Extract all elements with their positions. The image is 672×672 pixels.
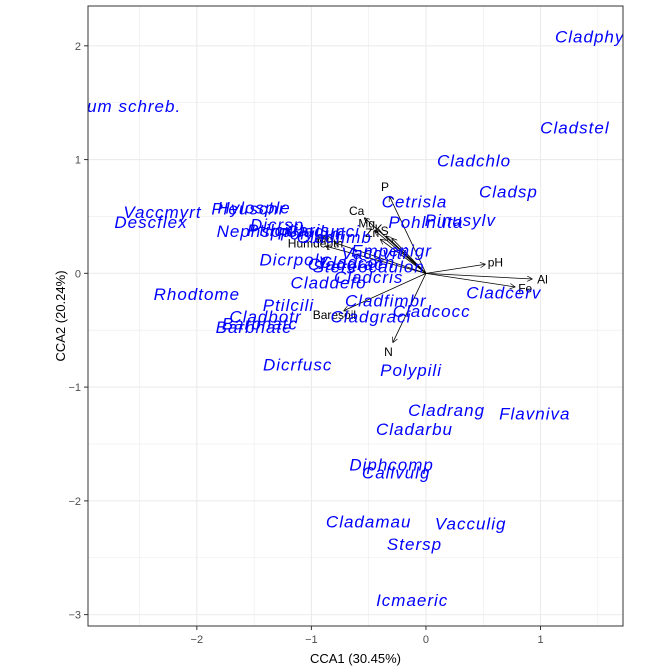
vector-label: K (375, 222, 383, 236)
vector-label: P (381, 180, 389, 194)
species-label: Diphcomp (349, 455, 434, 474)
vector-label: N (384, 345, 393, 359)
species-label: Claddefo (291, 273, 367, 292)
y-tick-label: −3 (68, 610, 81, 622)
species-label: Pleurozium schreb. (18, 97, 182, 116)
species-label: Dicrsp (250, 215, 304, 234)
species-label: Callvulg (362, 463, 430, 482)
species-label: Cladunci (286, 222, 360, 241)
vector-arrow-ph (425, 264, 486, 274)
species-label: Icmaeric (376, 591, 448, 610)
vector-arrow-p (389, 196, 427, 274)
grid-lines (88, 6, 623, 626)
vector-arrow-s (392, 238, 427, 274)
vector-arrow-mn (334, 243, 427, 274)
species-label: Pleuschr (211, 199, 285, 218)
species-label: Pohlnuta (388, 213, 463, 232)
species-label: Flavniva (499, 404, 570, 423)
x-tick-label: −2 (191, 634, 204, 646)
species-label: Ptilciliaris (247, 221, 330, 240)
vector-arrow-mg (374, 230, 427, 274)
y-axis-title: CCA2 (20.24%) (53, 270, 68, 361)
species-labels: Cladphyl Pleurozium schreb. Cladstel Cladch… (18, 28, 629, 610)
y-tick-label: −1 (68, 382, 81, 394)
plot-panel (88, 6, 623, 626)
panel-border (87, 5, 624, 627)
species-label: Cladstel (540, 119, 610, 138)
species-label: Cladphyl (555, 28, 629, 47)
species-label: Dicrfusc (263, 355, 332, 374)
species-label: Empenigr (351, 242, 432, 261)
species-label: Cladgraci (331, 308, 412, 327)
y-tick-label: 1 (75, 155, 81, 167)
x-axis-title: CCA1 (30.45%) (310, 651, 401, 666)
y-axis-ticks: −3 −2 −1 0 1 2 (68, 41, 88, 622)
vector-label: Zn (365, 226, 379, 240)
species-label: Cladcorn (319, 253, 395, 272)
vector-arrow-zn (380, 239, 427, 274)
species-label: Hylosple (218, 198, 291, 217)
species-label: Dicrpoly (260, 251, 330, 270)
vector-label: Baresoil (313, 308, 356, 322)
species-label: Stereocaulon (313, 258, 425, 277)
vector-label: S (381, 224, 389, 238)
species-label: Polypili (380, 361, 442, 380)
species-label: Cladsp (479, 182, 538, 201)
species-label: Stersp (387, 535, 442, 554)
species-label: Cladgrac (308, 255, 384, 274)
x-axis-ticks: −2 −1 0 1 (191, 626, 544, 646)
species-label: Descflex (114, 213, 187, 232)
vector-arrow-al (425, 272, 533, 279)
vector-arrow-humdepth (325, 246, 427, 274)
species-label: Cetrisla (382, 193, 448, 212)
y-tick-label: 0 (75, 268, 81, 280)
species-label: Vacculig (435, 515, 507, 534)
vector-label: Humdepth (288, 236, 343, 250)
vector-label: Mn (316, 232, 333, 246)
vector-arrow-n (393, 273, 427, 342)
species-label: Cladcocc (393, 302, 471, 321)
species-label: Barbhate (216, 318, 293, 337)
x-tick-label: 0 (423, 634, 429, 646)
species-label: Vaccviti (341, 244, 407, 263)
x-tick-label: 1 (537, 634, 543, 646)
species-label: Cladarbu (376, 420, 453, 439)
vector-arrow-baresoil (343, 272, 427, 311)
vector-label: Ca (349, 204, 365, 218)
species-label: Polyjuni (278, 225, 346, 244)
species-label: Cladbotr (229, 308, 302, 327)
vector-label: Al (537, 273, 548, 287)
species-label: Cladrang (408, 401, 485, 420)
species-label: Ptilcili (263, 296, 315, 315)
vector-label: pH (488, 256, 503, 270)
species-label: Cladfimb (297, 228, 372, 247)
species-label: Cladamau (326, 512, 412, 531)
species-label: Barbhatc (222, 314, 298, 333)
species-label: Vaccmyrt (123, 203, 201, 222)
y-tick-label: 2 (75, 41, 81, 53)
x-tick-label: −1 (305, 634, 318, 646)
y-tick-label: −2 (68, 496, 81, 508)
vector-arrow-fe (425, 272, 515, 287)
species-label: Cladcris (334, 268, 403, 287)
vector-label: Fe (518, 282, 532, 296)
species-label: Cladfimbr (345, 292, 427, 311)
species-label: Rhodtome (154, 285, 240, 304)
species-label: Cladchlo (437, 152, 511, 171)
species-label: Pinusylv (425, 211, 497, 230)
species-label: Cladcerv (466, 284, 542, 303)
species-label: Nephspp (217, 222, 292, 241)
vector-label: Mg (358, 217, 375, 231)
